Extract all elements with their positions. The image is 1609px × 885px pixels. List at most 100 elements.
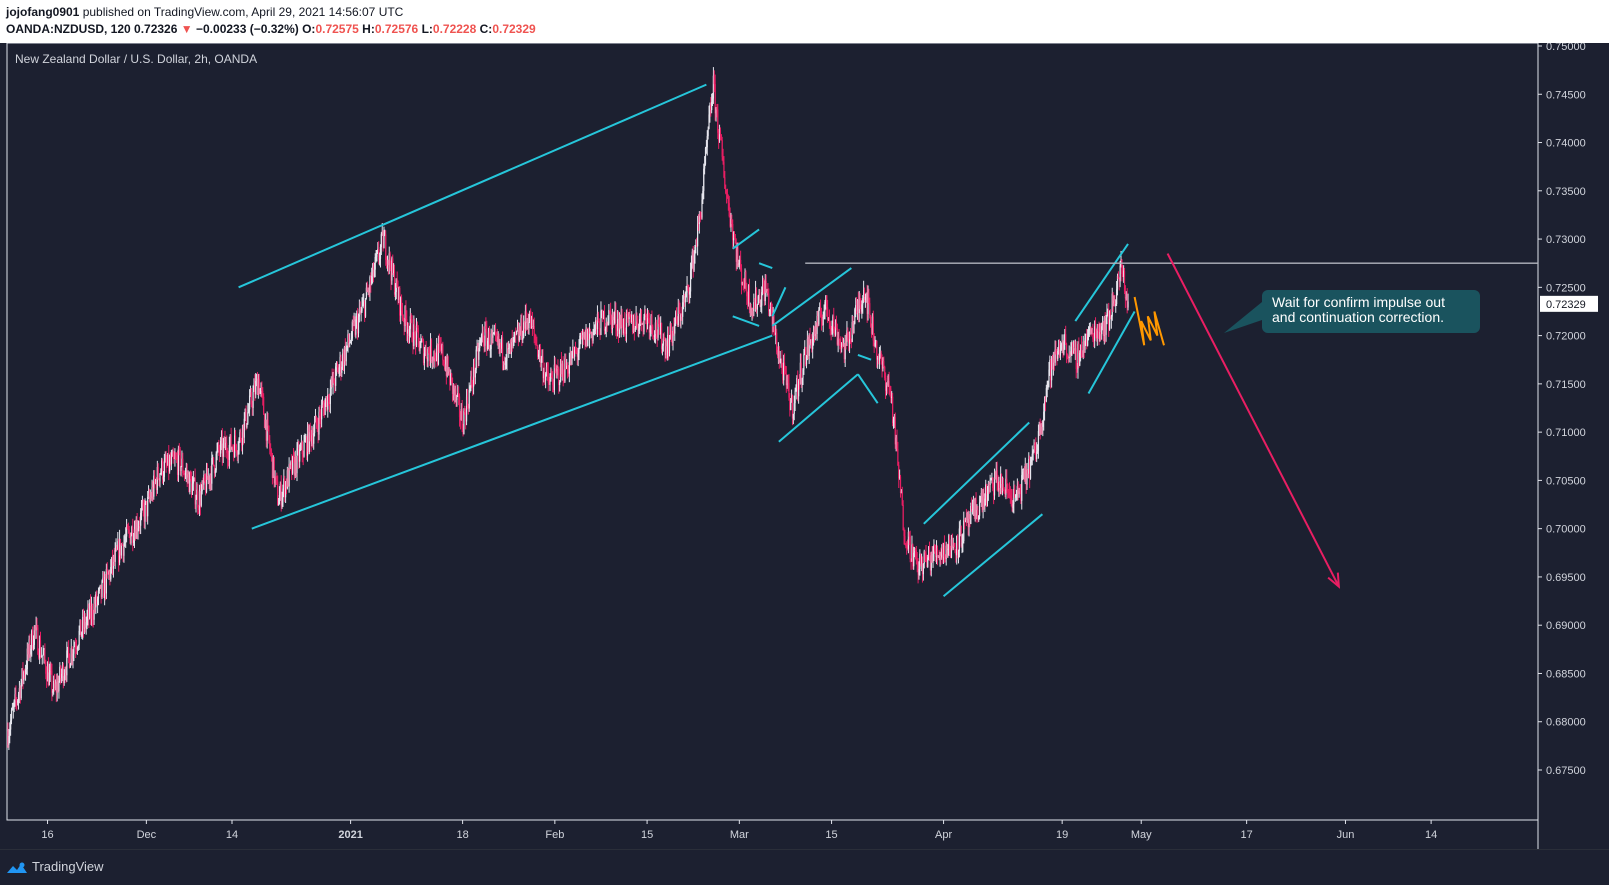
candle-body [892, 419, 895, 424]
candle-body [926, 560, 928, 567]
candle-body [547, 371, 549, 383]
candle-body [231, 447, 233, 450]
candle-body [199, 491, 201, 506]
candle-body [861, 304, 863, 312]
candle-body [73, 646, 75, 654]
candle-body [1015, 494, 1018, 496]
channel-line [251, 334, 773, 530]
time-axis[interactable]: 16 Dec 14 2021 18 Feb 15 Mar 15 Apr 19 May 17 Jun 14 [41, 820, 1437, 841]
candle-body [977, 509, 979, 520]
candle-body [1119, 265, 1121, 282]
candle-body [342, 353, 345, 367]
candle-body [22, 668, 24, 681]
candle-body [82, 616, 84, 633]
candle-body [850, 339, 852, 342]
candle-body [370, 277, 372, 284]
candle-body [465, 412, 467, 422]
candle-body [300, 441, 303, 449]
candle-body [304, 441, 306, 443]
publisher-name[interactable]: jojofang0901 [6, 5, 80, 19]
candle-body [160, 472, 162, 474]
candle-body [441, 345, 443, 351]
candle-body [325, 396, 327, 403]
candle-body [1065, 334, 1067, 344]
candle-body [526, 321, 528, 323]
candle-body [864, 296, 866, 301]
candle-body [591, 332, 593, 341]
candle-body [57, 681, 59, 692]
candle-body [769, 309, 771, 312]
candle-body [708, 114, 710, 130]
candle-body [688, 285, 690, 295]
candle-body [605, 322, 607, 329]
candle-body [584, 332, 586, 346]
candle-body [238, 438, 240, 451]
candle-body [94, 603, 96, 608]
candle-body [878, 355, 881, 361]
candle-body [762, 284, 765, 288]
y-tick-label: 0.72500 [1546, 282, 1586, 294]
x-tick-label: 14 [226, 829, 238, 841]
candle-body [902, 504, 904, 531]
candle-body [68, 647, 70, 655]
candle-body [735, 243, 737, 262]
candle-body [364, 301, 366, 317]
candle-body [786, 375, 788, 386]
candle-body [761, 292, 763, 306]
candle-body [712, 75, 715, 99]
candle-body [554, 364, 556, 369]
candle-body [278, 495, 281, 505]
candle-body [855, 305, 858, 312]
candle-body [88, 608, 90, 619]
candle-body [467, 405, 469, 409]
candle-body [171, 452, 173, 457]
candle-body [894, 416, 896, 445]
candle-body [386, 259, 389, 265]
candle-body [483, 343, 485, 346]
current-price-label-bg [1540, 295, 1598, 312]
candle-body [1121, 260, 1123, 274]
candle-body [972, 501, 975, 510]
candle-body [255, 381, 257, 395]
candle-body [1104, 317, 1106, 335]
candle-body [434, 351, 436, 359]
candle-body [18, 688, 21, 695]
candle-body [1039, 421, 1041, 435]
candle-body [1060, 345, 1062, 350]
candle-body [552, 377, 554, 385]
candle-body [824, 301, 826, 311]
tradingview-brand[interactable]: TradingView [6, 859, 104, 875]
candle-body [386, 260, 388, 265]
candle-body [89, 602, 91, 619]
candle-body [15, 694, 17, 701]
callout-annotation[interactable]: Wait for confirm impulse out and continu… [1224, 290, 1480, 333]
candle-body [420, 340, 422, 348]
candle-body [566, 365, 569, 374]
candle-body [623, 318, 625, 334]
chart-area[interactable]: New Zealand Dollar / U.S. Dollar, 2h, OA… [0, 43, 1609, 849]
candle-body [815, 326, 817, 334]
candle-body [689, 270, 692, 292]
candle-body [90, 605, 93, 619]
candle-body [725, 192, 728, 194]
candle-body [556, 368, 558, 372]
candle-body [453, 385, 455, 396]
candle-body [330, 378, 332, 389]
candle-body [195, 499, 197, 505]
candle-body [411, 319, 413, 342]
target-arrow-head [1327, 572, 1341, 589]
price-chart[interactable]: New Zealand Dollar / U.S. Dollar, 2h, OA… [0, 43, 1609, 849]
candle-body [883, 361, 885, 367]
candle-body [828, 317, 830, 323]
price-axis[interactable]: 0.75000 0.74500 0.74000 0.73500 0.73000 0.725… [1538, 43, 1586, 777]
candle-body [638, 329, 640, 331]
candle-body [767, 290, 769, 294]
candle-body [987, 484, 989, 495]
candle-body [133, 529, 136, 541]
candle-body [415, 331, 417, 346]
candle-body [410, 316, 412, 320]
candle-body [58, 681, 60, 692]
candle-body [224, 438, 226, 451]
candle-body [586, 328, 588, 347]
candle-body [236, 452, 238, 455]
